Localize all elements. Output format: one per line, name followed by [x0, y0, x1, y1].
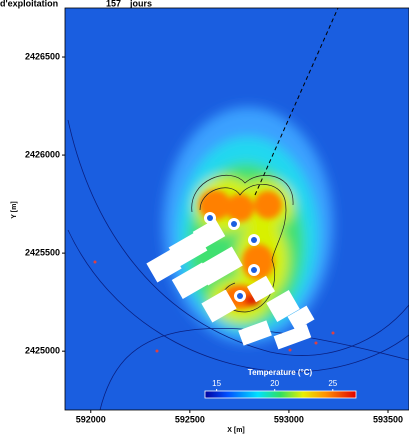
x-axis-label: X [m]	[227, 427, 245, 434]
y-tick-label: 2425500	[25, 247, 60, 257]
temperature-field	[65, 8, 409, 410]
vents	[204, 212, 260, 302]
x-tick-label: 593500	[373, 414, 403, 424]
obstacles	[146, 218, 315, 350]
title: d'exploitation	[0, 0, 58, 8]
y-tick-label: 2426000	[25, 149, 60, 159]
y-tick-label: 2426500	[25, 51, 60, 61]
colorbar-tick-label: 15	[212, 379, 221, 388]
colorbar	[204, 390, 357, 399]
plot-frame	[64, 7, 409, 411]
days: 157	[106, 0, 121, 8]
y-axis-label: Y [m]	[11, 201, 18, 218]
days-unit: jours	[129, 0, 152, 8]
x-tick-label: 592500	[175, 414, 205, 424]
x-tick-label: 592000	[76, 414, 106, 424]
colorbar-tick-label: 25	[328, 379, 337, 388]
x-tick-label: 593000	[274, 414, 304, 424]
stations	[93, 260, 335, 353]
contours	[191, 174, 294, 313]
outfall-line	[254, 8, 339, 196]
colorbar-tick-label: 20	[270, 379, 279, 388]
y-tick-label: 2425000	[25, 346, 60, 356]
bathymetry-lines	[67, 119, 409, 410]
colorbar-label: Temperature (°C)	[248, 368, 313, 377]
